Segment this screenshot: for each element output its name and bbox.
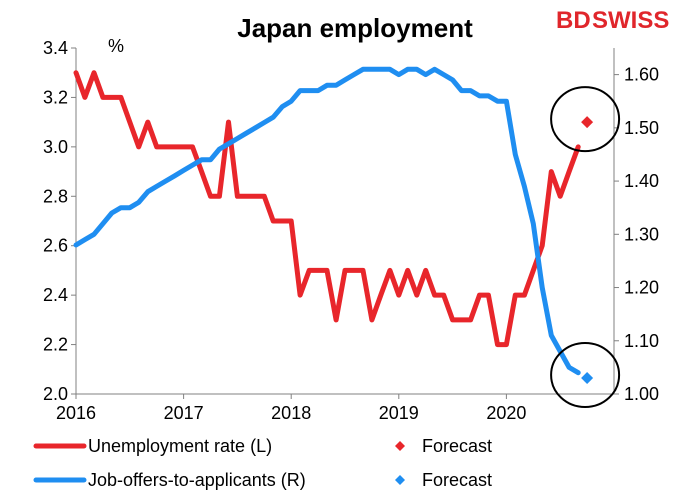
legend-item-unemployment-line: Unemployment rate (L): [33, 436, 272, 456]
legend-label: Job-offers-to-applicants (R): [88, 470, 306, 490]
right-axis-tick-label: 1.50: [624, 118, 659, 138]
brand-logo: BD SWISS: [556, 7, 669, 34]
legend-diamond-swatch: [395, 441, 405, 451]
legend: Unemployment rate (L) Forecast Job-offers-…: [33, 436, 492, 490]
right-axis-tick-label: 1.00: [624, 384, 659, 404]
axes: 2.0 2.2 2.4 2.6 2.8 3.0 3.2 3.4 1.00 1.10 1.20 1.30…: [43, 38, 659, 423]
x-axis-tick-label: 2019: [379, 403, 419, 423]
x-axis-tick-label: 2016: [56, 403, 96, 423]
unemployment-forecast-highlight-circle: [550, 86, 621, 153]
jobs-series-line: [73, 66, 581, 376]
left-axis-tick-label: 2.4: [43, 285, 68, 305]
left-axis-tick-label: 2.0: [43, 384, 68, 404]
right-axis-tick-label: 1.10: [624, 331, 659, 351]
left-axis-tick-label: 3.0: [43, 137, 68, 157]
brand-logo-bd: BD: [556, 7, 591, 34]
x-axis-tick-label: 2017: [164, 403, 204, 423]
left-axis-tick-label: 2.2: [43, 335, 68, 355]
x-axis-tick-label: 2018: [271, 403, 311, 423]
legend-diamond-swatch: [395, 475, 405, 485]
brand-logo-swiss: SWISS: [592, 7, 669, 34]
chart-title: Japan employment: [237, 13, 473, 43]
left-axis-tick-label: 2.6: [43, 236, 68, 256]
x-axis-tick-label: 2020: [486, 403, 526, 423]
right-axis-tick-label: 1.30: [624, 224, 659, 244]
jobs-forecast-point: [581, 372, 594, 385]
left-axis-tick-label: 3.2: [43, 87, 68, 107]
legend-label: Unemployment rate (L): [88, 436, 272, 456]
legend-item-unemployment-diamond: Forecast: [395, 436, 492, 456]
right-axis-tick-label: 1.40: [624, 171, 659, 191]
legend-label: Forecast: [422, 436, 492, 456]
right-axis-tick-label: 1.20: [624, 278, 659, 298]
left-axis-tick-label: 2.8: [43, 186, 68, 206]
legend-item-jobs-line: Job-offers-to-applicants (R): [33, 470, 306, 490]
unemployment-series-line: [73, 70, 581, 348]
plot-area: [73, 66, 621, 409]
unemployment-forecast-point: [581, 116, 594, 129]
legend-label: Forecast: [422, 470, 492, 490]
left-axis-tick-label: 3.4: [43, 38, 68, 58]
right-axis-tick-label: 1.60: [624, 65, 659, 85]
legend-item-jobs-diamond: Forecast: [395, 470, 492, 490]
left-axis-unit: %: [108, 36, 124, 56]
jobs-forecast-highlight-circle: [550, 342, 621, 409]
